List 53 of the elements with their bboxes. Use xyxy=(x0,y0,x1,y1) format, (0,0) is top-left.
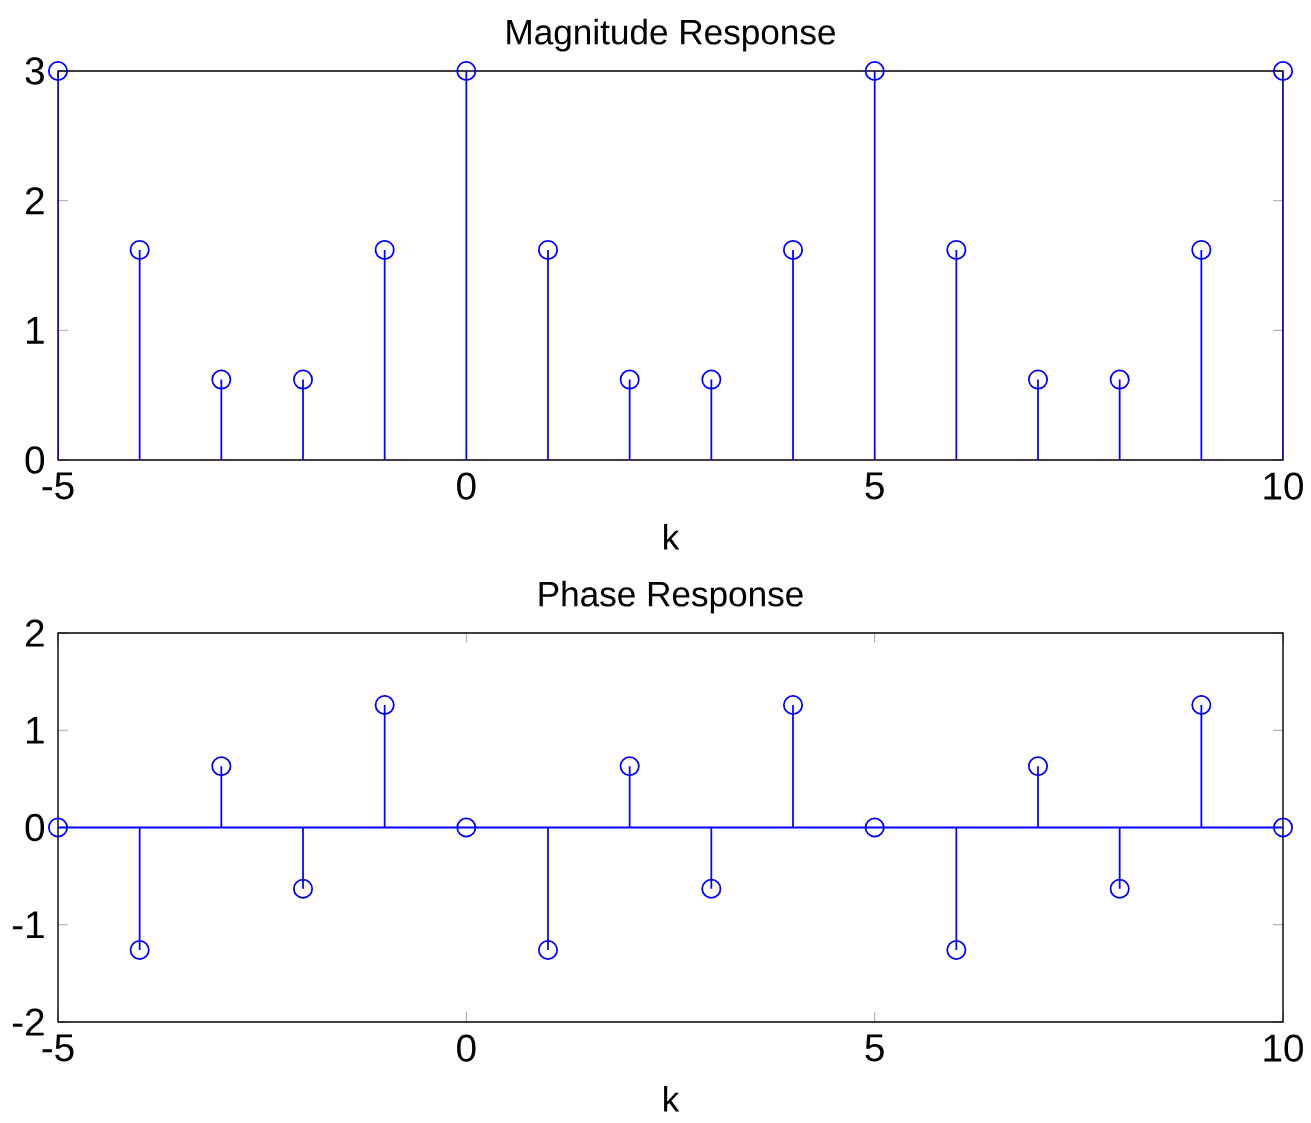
y-tick-label: 3 xyxy=(25,57,44,85)
point xyxy=(619,756,640,777)
point xyxy=(374,694,395,715)
point xyxy=(1273,60,1294,82)
x-tick-label: 10 xyxy=(1264,1034,1303,1062)
point xyxy=(129,239,150,260)
point xyxy=(864,817,885,838)
point xyxy=(456,817,477,838)
y-tick-label: 2 xyxy=(26,619,44,647)
point xyxy=(782,239,804,260)
y-tick-label: -2 xyxy=(12,1008,44,1036)
x-tick-label: 5 xyxy=(865,1034,884,1062)
point xyxy=(211,756,232,777)
point xyxy=(701,369,722,390)
x-axis-title: k xyxy=(664,523,680,550)
point xyxy=(782,694,804,715)
point xyxy=(537,940,559,961)
point xyxy=(1191,239,1212,260)
x-tick-label: 0 xyxy=(457,1034,476,1062)
chart-title: Magnitude Response xyxy=(507,18,835,52)
point xyxy=(1273,817,1294,838)
point xyxy=(129,940,150,961)
point xyxy=(47,60,69,82)
point xyxy=(374,239,395,260)
point xyxy=(864,60,885,82)
point xyxy=(537,239,559,260)
point xyxy=(946,940,967,961)
point xyxy=(1109,369,1130,390)
y-tick-label: 1 xyxy=(27,317,44,344)
chart-title: Phase Response xyxy=(539,580,803,614)
point xyxy=(292,878,314,899)
x-tick-label: -5 xyxy=(42,472,74,500)
point xyxy=(619,369,640,390)
point xyxy=(47,817,69,838)
point xyxy=(1028,756,1049,777)
point xyxy=(456,60,477,82)
point xyxy=(1109,878,1130,899)
point xyxy=(292,369,314,390)
x-tick-label: 5 xyxy=(865,472,884,500)
point xyxy=(701,878,722,899)
point xyxy=(1028,369,1049,390)
x-tick-label: 0 xyxy=(457,472,476,500)
y-tick-label: 1 xyxy=(27,716,44,744)
y-tick-label: 0 xyxy=(25,446,45,474)
x-tick-label: 10 xyxy=(1264,472,1303,500)
y-tick-label: 0 xyxy=(25,813,45,842)
x-tick-label: -5 xyxy=(42,1034,74,1062)
x-axis-title: k xyxy=(664,1085,680,1112)
y-tick-label: 2 xyxy=(26,187,44,215)
y-tick-label: -1 xyxy=(12,911,44,939)
point xyxy=(946,239,967,260)
point xyxy=(211,369,232,390)
point xyxy=(1191,694,1212,715)
